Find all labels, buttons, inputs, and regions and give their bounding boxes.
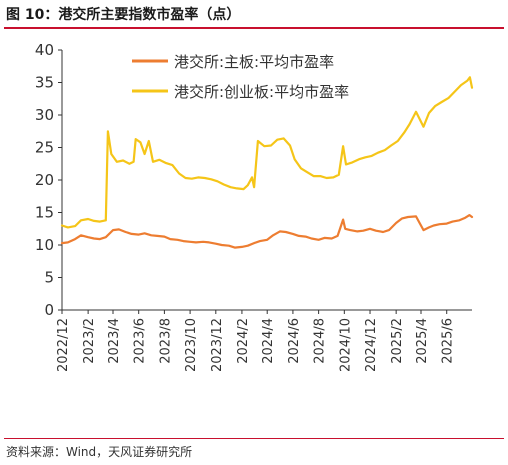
x-tick-label: 2023/8 (158, 318, 173, 364)
legend-label: 港交所:创业板:平均市盈率 (174, 83, 349, 101)
x-tick-label: 2024/6 (287, 318, 302, 364)
x-tick-label: 2023/6 (133, 318, 148, 364)
x-tick-label: 2022/12 (56, 318, 71, 372)
x-tick-label: 2025/2 (390, 318, 405, 364)
pe-ratio-line-chart: 0 5 10 15 20 25 30 35 40 2022/12 2023/2 2023/4 2023/… (35, 41, 474, 372)
y-tick-label: 30 (35, 106, 54, 124)
title-divider (4, 27, 504, 29)
series-line-2 (60, 76, 474, 229)
y-tick-label: 5 (44, 269, 54, 287)
y-tick-label: 25 (35, 139, 54, 157)
series-layer (60, 76, 474, 249)
figure-title: 图 10：港交所主要指数市盈率（点） (6, 7, 241, 23)
x-tick-label: 2023/12 (210, 318, 225, 372)
source-note: 资料来源：Wind，天风证券研究所 (6, 445, 193, 459)
series-line-1 (60, 214, 474, 249)
y-tick-label: 20 (35, 171, 54, 189)
x-tick-label: 2023/4 (107, 318, 122, 364)
legend-label: 港交所:主板:平均市盈率 (174, 53, 334, 71)
y-tick-label: 10 (35, 236, 54, 254)
y-tick-label: 0 (44, 301, 54, 319)
y-tick-label: 35 (35, 74, 54, 92)
x-tick-label: 2024/8 (313, 318, 328, 364)
axes-layer: 0 5 10 15 20 25 30 35 40 2022/12 2023/2 2023/4 2023/… (35, 41, 472, 372)
x-tick-label: 2023/2 (82, 318, 97, 364)
source-divider (4, 438, 504, 439)
x-tick-label: 2023/10 (184, 318, 199, 372)
y-tick-label: 15 (35, 204, 54, 222)
x-tick-label: 2024/2 (236, 318, 251, 364)
x-tick-label: 2025/6 (441, 318, 456, 364)
x-tick-label: 2025/4 (415, 318, 430, 364)
y-tick-label: 40 (35, 41, 54, 59)
x-tick-label: 2024/10 (338, 318, 353, 372)
x-tick-label: 2024/12 (364, 318, 379, 372)
x-tick-label: 2024/4 (261, 318, 276, 364)
